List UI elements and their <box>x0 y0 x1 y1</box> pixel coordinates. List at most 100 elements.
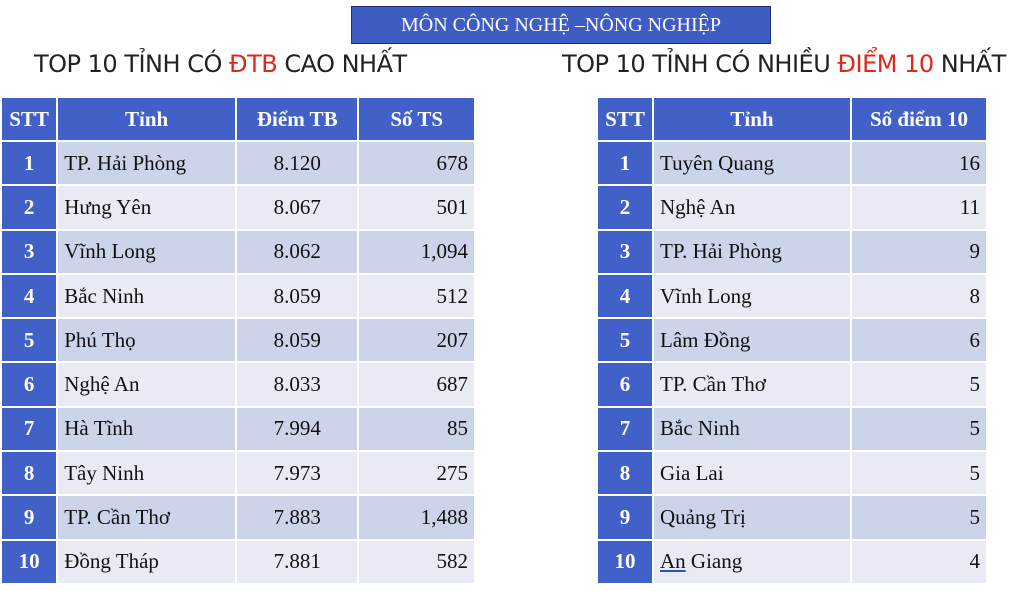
table-row: 6 TP. Cần Thơ 5 <box>598 363 986 406</box>
row-province: Phú Thọ <box>58 319 235 362</box>
row-perfect-count: 6 <box>852 319 986 362</box>
table-row: 8 Gia Lai 5 <box>598 452 986 495</box>
row-candidate-count: 678 <box>359 142 474 185</box>
row-province: Tây Ninh <box>58 452 235 495</box>
row-candidate-count: 1,488 <box>359 496 474 539</box>
table-row: 5 Lâm Đồng 6 <box>598 319 986 362</box>
table-row: 2 Hưng Yên 8.067 501 <box>2 186 474 229</box>
header-stt: STT <box>2 98 57 140</box>
row-candidate-count: 1,094 <box>359 230 474 273</box>
left-title-post: CAO NHẤT <box>277 50 407 78</box>
row-province: TP. Hải Phòng <box>654 230 850 273</box>
table-row: 10 Đồng Tháp 7.881 582 <box>2 540 474 583</box>
row-province: Hà Tĩnh <box>58 407 235 451</box>
row-perfect-count: 4 <box>852 540 986 583</box>
table-row: 4 Bắc Ninh 8.059 512 <box>2 274 474 318</box>
table-row: 3 TP. Hải Phòng 9 <box>598 230 986 273</box>
row-perfect-count: 9 <box>852 230 986 273</box>
table-row: 1 Tuyên Quang 16 <box>598 142 986 185</box>
row-avg-score: 8.062 <box>236 230 358 273</box>
row-perfect-count: 8 <box>852 274 986 318</box>
row-candidate-count: 582 <box>359 540 474 583</box>
right-title-pre: TOP 10 TỈNH CÓ NHIỀU <box>562 50 838 78</box>
left-title-pre: TOP 10 TỈNH CÓ <box>34 50 229 78</box>
row-perfect-count: 16 <box>852 142 986 185</box>
row-province: Bắc Ninh <box>58 274 235 318</box>
row-province: Lâm Đồng <box>654 319 850 362</box>
row-avg-score: 8.059 <box>236 274 358 318</box>
table-row: 9 TP. Cần Thơ 7.883 1,488 <box>2 496 474 539</box>
row-stt: 9 <box>598 496 652 539</box>
row-province: Nghệ An <box>654 186 850 229</box>
row-stt: 1 <box>2 142 57 185</box>
row-stt: 3 <box>598 230 652 273</box>
row-candidate-count: 207 <box>359 319 474 362</box>
row-stt: 10 <box>598 540 652 583</box>
row-stt: 5 <box>2 319 57 362</box>
row-province: Bắc Ninh <box>654 407 850 451</box>
row-province: Gia Lai <box>654 452 850 495</box>
top-perfect-score-table: STT Tỉnh Số điểm 10 1 Tuyên Quang 16 2 Nghệ … <box>596 96 988 585</box>
row-avg-score: 7.883 <box>236 496 358 539</box>
header-candidate-count: Số TS <box>359 98 474 140</box>
row-province: Vĩnh Long <box>654 274 850 318</box>
row-stt: 2 <box>2 186 57 229</box>
table-row: 7 Bắc Ninh 5 <box>598 407 986 451</box>
row-stt: 6 <box>2 363 57 406</box>
table-row: 8 Tây Ninh 7.973 275 <box>2 452 474 495</box>
table-row: 10 An Giang 4 <box>598 540 986 583</box>
row-province: Đồng Tháp <box>58 540 235 583</box>
table-row: 4 Vĩnh Long 8 <box>598 274 986 318</box>
row-stt: 5 <box>598 319 652 362</box>
row-stt: 1 <box>598 142 652 185</box>
row-province: Quảng Trị <box>654 496 850 539</box>
header-avg-score: Điểm TB <box>236 98 358 140</box>
table-row: 6 Nghệ An 8.033 687 <box>2 363 474 406</box>
row-avg-score: 7.994 <box>236 407 358 451</box>
row-province: TP. Cần Thơ <box>58 496 235 539</box>
table-row: 2 Nghệ An 11 <box>598 186 986 229</box>
row-stt: 3 <box>2 230 57 273</box>
row-stt: 10 <box>2 540 57 583</box>
row-stt: 9 <box>2 496 57 539</box>
header-perfect-count: Số điểm 10 <box>852 98 986 140</box>
row-candidate-count: 85 <box>359 407 474 451</box>
row-province: An Giang <box>654 540 850 583</box>
row-province: Vĩnh Long <box>58 230 235 273</box>
row-province: TP. Cần Thơ <box>654 363 850 406</box>
row-stt: 8 <box>598 452 652 495</box>
header-stt: STT <box>598 98 652 140</box>
right-title-highlight: ĐIỂM 10 <box>837 50 934 78</box>
row-stt: 7 <box>2 407 57 451</box>
row-avg-score: 7.881 <box>236 540 358 583</box>
row-candidate-count: 512 <box>359 274 474 318</box>
table-row: 1 TP. Hải Phòng 8.120 678 <box>2 142 474 185</box>
table-row: 9 Quảng Trị 5 <box>598 496 986 539</box>
header-province: Tỉnh <box>654 98 850 140</box>
right-title-post: NHẤT <box>933 50 1007 78</box>
row-avg-score: 8.067 <box>236 186 358 229</box>
row-avg-score: 8.033 <box>236 363 358 406</box>
top-avg-score-table: STT Tỉnh Điểm TB Số TS 1 TP. Hải Phòng 8.1… <box>0 96 476 585</box>
row-stt: 8 <box>2 452 57 495</box>
row-avg-score: 8.059 <box>236 319 358 362</box>
row-perfect-count: 5 <box>852 407 986 451</box>
row-avg-score: 7.973 <box>236 452 358 495</box>
row-perfect-count: 5 <box>852 363 986 406</box>
row-perfect-count: 5 <box>852 496 986 539</box>
row-stt: 4 <box>598 274 652 318</box>
row-candidate-count: 687 <box>359 363 474 406</box>
table-row: 5 Phú Thọ 8.059 207 <box>2 319 474 362</box>
right-table-title: TOP 10 TỈNH CÓ NHIỀU ĐIỂM 10 NHẤT <box>562 44 1006 84</box>
table-header-row: STT Tỉnh Số điểm 10 <box>598 98 986 140</box>
left-table-title: TOP 10 TỈNH CÓ ĐTB CAO NHẤT <box>34 44 407 84</box>
row-candidate-count: 501 <box>359 186 474 229</box>
row-stt: 4 <box>2 274 57 318</box>
row-stt: 6 <box>598 363 652 406</box>
row-province: Nghệ An <box>58 363 235 406</box>
row-stt: 7 <box>598 407 652 451</box>
row-province: Tuyên Quang <box>654 142 850 185</box>
table-row: 3 Vĩnh Long 8.062 1,094 <box>2 230 474 273</box>
header-province: Tỉnh <box>58 98 235 140</box>
row-candidate-count: 275 <box>359 452 474 495</box>
